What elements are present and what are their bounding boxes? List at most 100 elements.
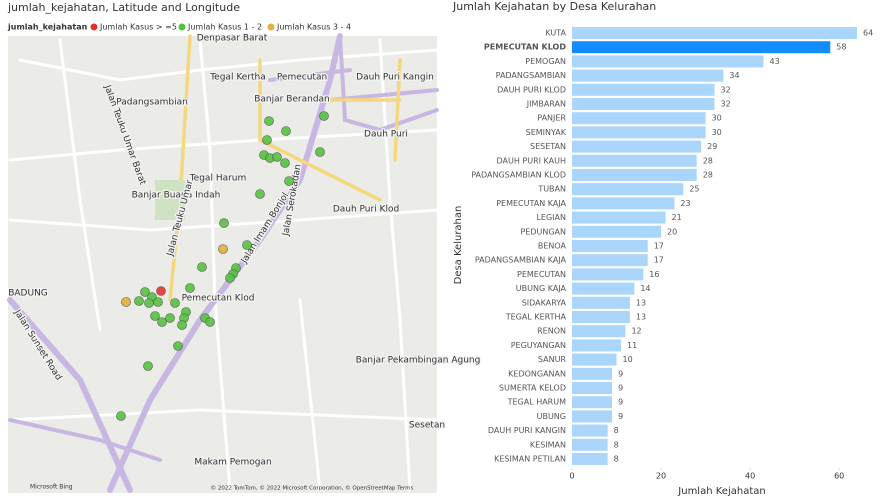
bar <box>572 169 697 181</box>
map-point <box>205 317 215 327</box>
map-label: Dauh Puri <box>364 130 408 140</box>
bar <box>572 453 608 465</box>
legend-label: Jumlah Kasus > =5 <box>99 23 177 32</box>
map-point <box>157 317 167 327</box>
legend-label: Jumlah Kasus 3 - 4 <box>276 23 351 32</box>
value-label: 17 <box>654 242 664 251</box>
x-tick-label: 0 <box>569 472 574 481</box>
bar <box>572 438 608 451</box>
map-label: Sesetan <box>409 421 445 431</box>
x-tick-label: 60 <box>834 472 844 481</box>
value-label: 29 <box>707 142 717 151</box>
bar <box>572 282 635 295</box>
value-label: 23 <box>680 199 690 208</box>
category-label: BENOA <box>538 242 567 251</box>
bar <box>572 382 613 394</box>
category-label: PEDUNGAN <box>520 227 566 236</box>
value-label: 64 <box>863 29 873 38</box>
category-label: UBUNG KAJA <box>516 284 567 293</box>
bar <box>572 69 724 82</box>
map-point <box>284 176 294 186</box>
map-point <box>144 298 154 308</box>
category-label: LEGIAN <box>536 213 566 222</box>
value-label: 8 <box>614 455 619 464</box>
bar <box>572 183 684 196</box>
category-label: PEMECUTAN KLOD <box>484 43 566 52</box>
map-title: jumlah_kejahatan, Latitude and Longitude <box>7 1 240 14</box>
map-label: Padangsambian <box>116 98 188 108</box>
map-point <box>177 320 187 330</box>
value-label: 20 <box>667 227 677 236</box>
map-point <box>264 116 274 126</box>
category-label: SEMINYAK <box>526 128 567 137</box>
value-label: 34 <box>729 71 739 80</box>
x-axis-title: Jumlah Kejahatan <box>677 486 765 497</box>
value-label: 16 <box>649 270 659 279</box>
value-label: 14 <box>640 284 650 293</box>
map-label: Dauh Puri Klod <box>333 205 399 215</box>
map-point <box>280 158 290 168</box>
bar <box>572 367 613 380</box>
bar <box>572 296 630 309</box>
map-point <box>225 273 235 283</box>
bar <box>572 55 764 68</box>
map[interactable]: Denpasar Barat Tegal Kertha Pemecutan Dauh … <box>7 32 482 494</box>
map-label: BADUNG <box>8 289 48 299</box>
value-label: 25 <box>689 185 699 194</box>
value-label: 9 <box>618 369 623 378</box>
category-label: KESIMAN <box>530 440 566 449</box>
value-label: 58 <box>836 43 846 52</box>
map-label: Banjar Buana Indah <box>132 191 221 201</box>
category-label: KUTA <box>545 29 566 38</box>
map-point <box>116 411 126 421</box>
map-point <box>121 297 131 307</box>
bar <box>572 126 706 139</box>
value-label: 30 <box>712 128 722 137</box>
bar <box>572 98 715 110</box>
map-point <box>315 147 325 157</box>
map-logo: Microsoft Bing <box>30 484 73 491</box>
map-point <box>140 287 150 297</box>
map-label: Dauh Puri Kangin <box>356 73 434 83</box>
legend-swatch <box>267 23 275 31</box>
bar <box>572 27 857 39</box>
bar <box>572 211 666 224</box>
value-label: 21 <box>672 213 682 222</box>
value-label: 30 <box>712 114 722 123</box>
map-point <box>281 126 291 136</box>
map-label: Denpasar Barat <box>197 34 268 44</box>
map-point <box>197 262 207 272</box>
category-label: DAUH PURI KANGIN <box>488 426 566 435</box>
category-label: SESETAN <box>530 142 566 151</box>
value-label: 32 <box>721 100 731 109</box>
map-point <box>319 111 329 121</box>
map-point <box>255 189 265 199</box>
map-point <box>153 297 163 307</box>
value-label: 28 <box>703 156 713 165</box>
value-label: 9 <box>618 384 623 393</box>
value-label: 8 <box>614 426 619 435</box>
bar <box>572 254 648 267</box>
map-point <box>219 218 229 228</box>
value-label: 13 <box>636 298 646 307</box>
map-label: Banjar Berandan <box>254 95 330 105</box>
map-label: Pemecutan <box>277 73 327 83</box>
legend-title: jumlah_kejahatan <box>7 23 88 32</box>
map-point <box>262 135 272 145</box>
value-label: 9 <box>618 398 623 407</box>
bar <box>572 41 831 54</box>
y-axis-title: Desa Kelurahan <box>453 206 464 285</box>
value-label: 9 <box>618 412 623 421</box>
map-label: Makam Pemogan <box>194 458 271 468</box>
category-label: JIMBARAN <box>526 100 566 109</box>
bar <box>572 396 613 409</box>
value-label: 10 <box>623 355 633 364</box>
map-point <box>218 244 228 254</box>
category-label: SIDAKARYA <box>522 298 567 307</box>
chart-title: Jumlah Kejahatan by Desa Kelurahan <box>452 0 656 13</box>
category-label: PEMECUTAN KAJA <box>496 199 566 208</box>
category-label: PADANGSAMBIAN KLOD <box>471 171 566 180</box>
value-label: 13 <box>636 313 646 322</box>
value-label: 17 <box>654 256 664 265</box>
value-label: 43 <box>769 57 779 66</box>
